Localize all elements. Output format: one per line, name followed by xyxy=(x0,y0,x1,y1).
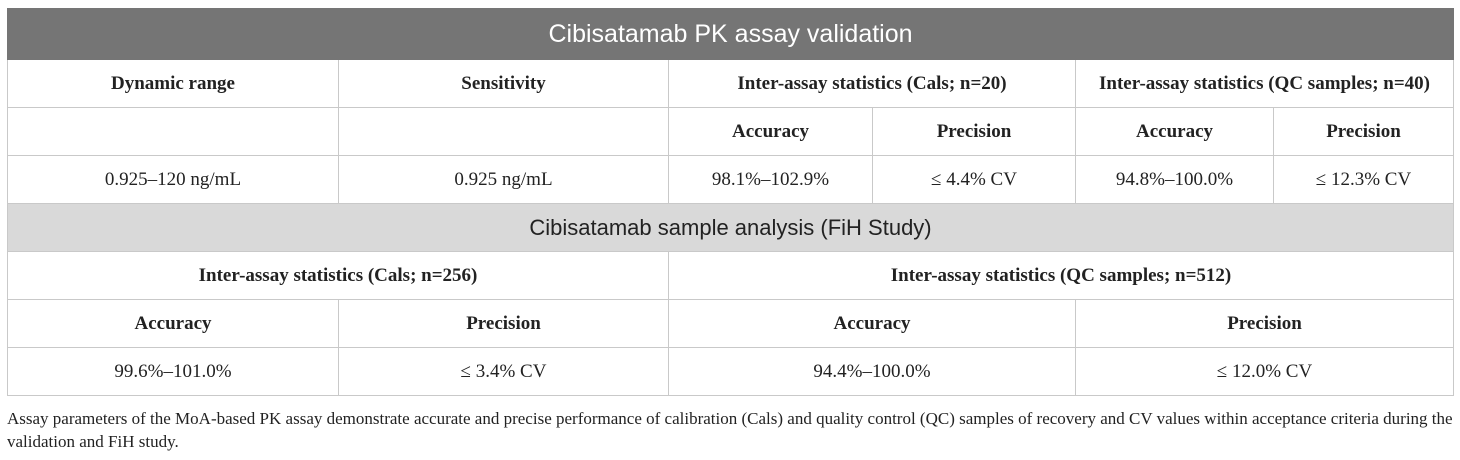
value-dynamic-range: 0.925–120 ng/mL xyxy=(7,155,339,204)
value-analysis-qc-accuracy: 94.4%–100.0% xyxy=(668,347,1076,396)
subheader-analysis-qc-accuracy: Accuracy xyxy=(668,299,1076,348)
value-sensitivity: 0.925 ng/mL xyxy=(338,155,669,204)
header-inter-assay-qc: Inter-assay statistics (QC samples; n=40… xyxy=(1074,59,1455,108)
value-cals-precision: ≤ 4.4% CV xyxy=(872,155,1076,204)
analysis-subheader-row: Accuracy Precision Accuracy Precision xyxy=(7,299,1455,348)
header-analysis-inter-assay-cals: Inter-assay statistics (Cals; n=256) xyxy=(7,251,669,300)
analysis-title-row: Cibisatamab sample analysis (FiH Study) xyxy=(6,203,1455,252)
subheader-analysis-cals-precision: Precision xyxy=(338,299,669,348)
subheader-qc-precision: Precision xyxy=(1272,107,1455,156)
empty-cell xyxy=(338,107,669,156)
table-caption: Assay parameters of the MoA-based PK ass… xyxy=(7,409,1453,451)
header-inter-assay-cals: Inter-assay statistics (Cals; n=20) xyxy=(668,59,1076,108)
analysis-header-row: Inter-assay statistics (Cals; n=256) Int… xyxy=(7,251,1455,300)
header-dynamic-range: Dynamic range xyxy=(7,59,339,108)
analysis-title: Cibisatamab sample analysis (FiH Study) xyxy=(6,203,1455,252)
validation-header-row: Dynamic range Sensitivity Inter-assay st… xyxy=(7,59,1455,108)
header-sensitivity: Sensitivity xyxy=(338,59,669,108)
header-analysis-inter-assay-qc: Inter-assay statistics (QC samples; n=51… xyxy=(667,251,1455,300)
validation-title-row: Cibisatamab PK assay validation xyxy=(6,8,1455,60)
assay-table-container: Cibisatamab PK assay validation Dynamic … xyxy=(6,8,1455,396)
validation-value-row: 0.925–120 ng/mL 0.925 ng/mL 98.1%–102.9%… xyxy=(7,155,1455,204)
subheader-cals-precision: Precision xyxy=(872,107,1076,156)
subheader-analysis-qc-precision: Precision xyxy=(1074,299,1455,348)
validation-title: Cibisatamab PK assay validation xyxy=(6,8,1455,60)
value-qc-accuracy: 94.8%–100.0% xyxy=(1075,155,1274,204)
subheader-cals-accuracy: Accuracy xyxy=(668,107,873,156)
subheader-qc-accuracy: Accuracy xyxy=(1075,107,1274,156)
analysis-value-row: 99.6%–101.0% ≤ 3.4% CV 94.4%–100.0% ≤ 12… xyxy=(7,347,1455,396)
validation-subheader-row: Accuracy Precision Accuracy Precision xyxy=(7,107,1455,156)
value-cals-accuracy: 98.1%–102.9% xyxy=(668,155,873,204)
value-qc-precision: ≤ 12.3% CV xyxy=(1272,155,1455,204)
value-analysis-cals-accuracy: 99.6%–101.0% xyxy=(7,347,339,396)
subheader-analysis-cals-accuracy: Accuracy xyxy=(7,299,339,348)
empty-cell xyxy=(7,107,339,156)
assay-table: Cibisatamab PK assay validation Dynamic … xyxy=(6,8,1455,396)
value-analysis-cals-precision: ≤ 3.4% CV xyxy=(338,347,669,396)
value-analysis-qc-precision: ≤ 12.0% CV xyxy=(1074,347,1455,396)
